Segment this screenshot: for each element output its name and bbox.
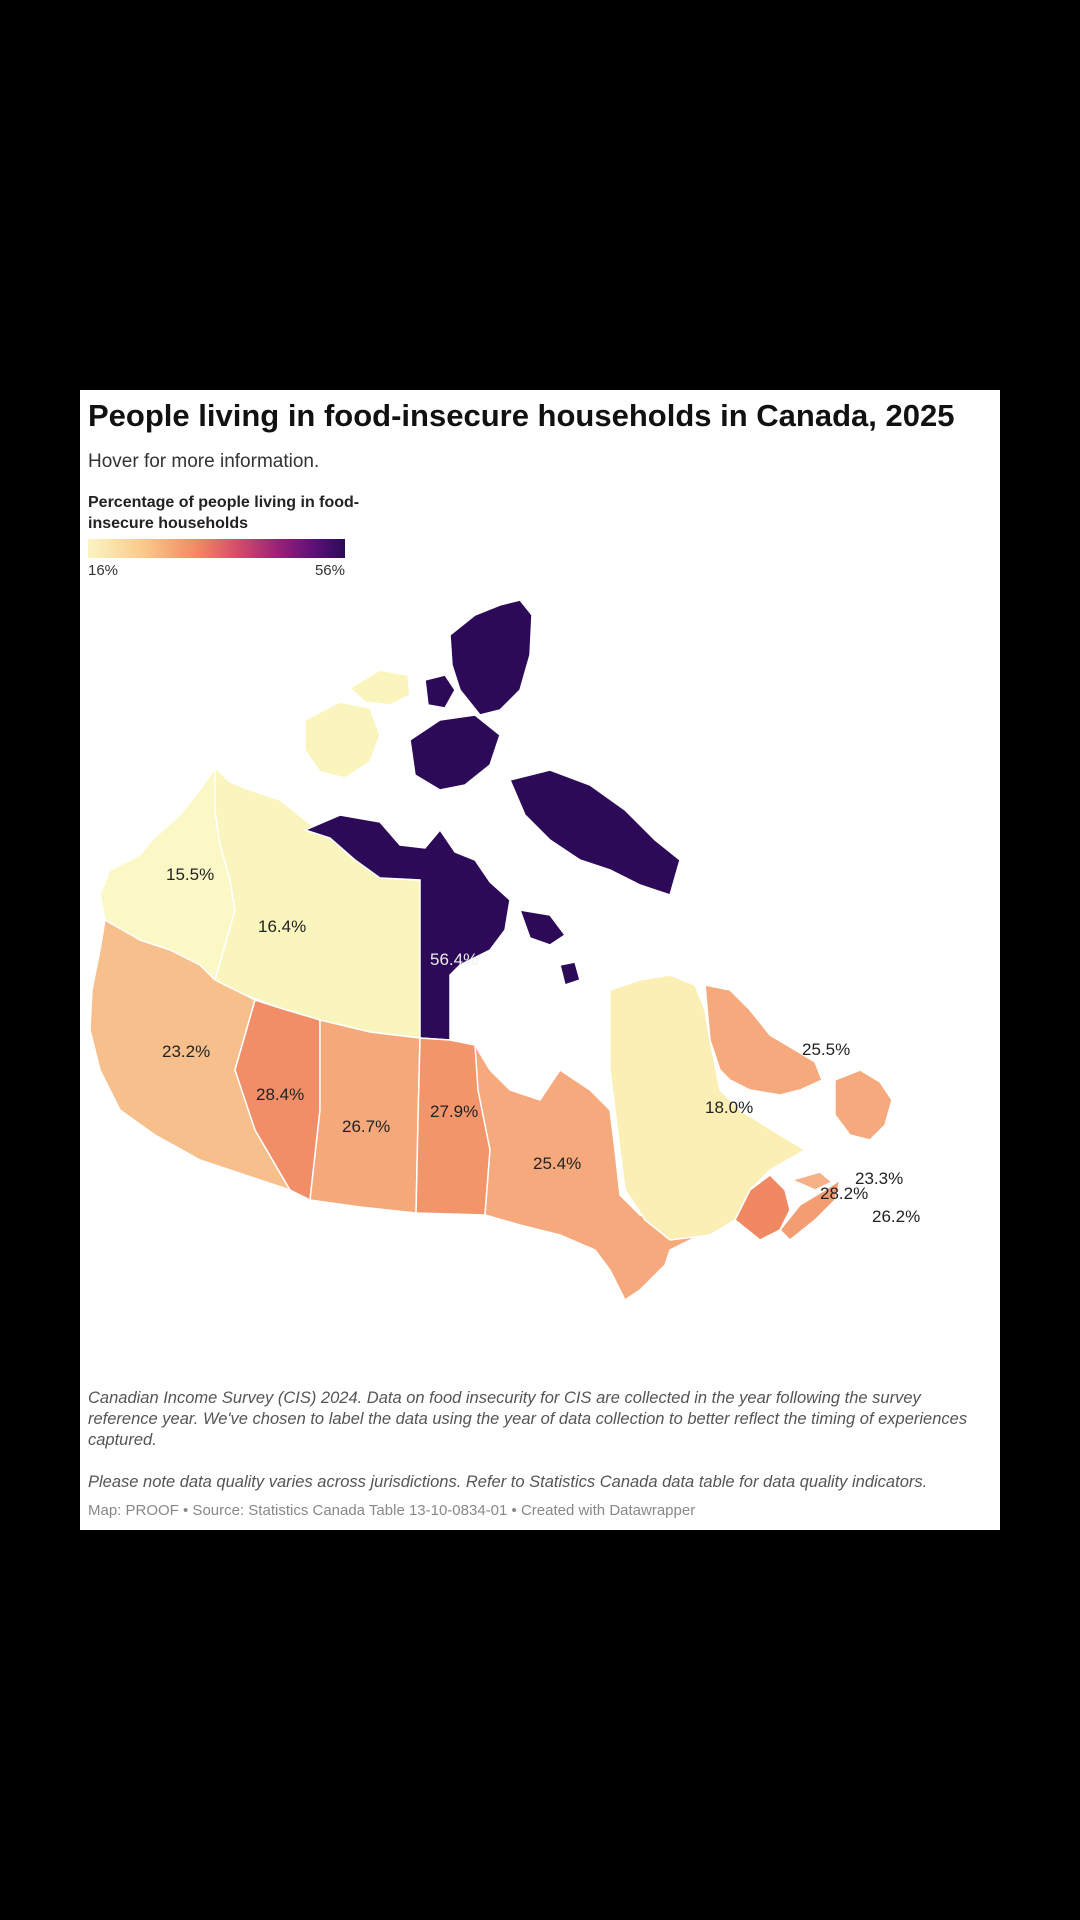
label-saskatchewan: 26.7% (342, 1117, 390, 1136)
map-card: People living in food-insecure household… (80, 390, 1000, 1530)
data-quality-note: Please note data quality varies across j… (88, 1473, 928, 1491)
source-note: Canadian Income Survey (CIS) 2024. Data … (88, 1389, 968, 1449)
map-title: People living in food-insecure household… (88, 398, 955, 433)
legend-color-scale (88, 539, 345, 558)
legend-max-label: 56% (314, 562, 345, 579)
label-prince-edward-island: 23.3% (855, 1169, 903, 1188)
label-new-brunswick: 28.2% (820, 1184, 868, 1203)
label-british-columbia: 23.2% (162, 1042, 210, 1061)
credit-line: Map: PROOF • Source: Statistics Canada T… (88, 1502, 696, 1519)
region-prince-edward-island[interactable] (789, 1171, 834, 1191)
region-northwest-territories-islands[interactable] (304, 701, 381, 779)
label-manitoba: 27.9% (430, 1102, 478, 1121)
region-nunavut-islands[interactable] (409, 714, 501, 791)
region-nunavut-islands[interactable] (518, 909, 567, 946)
region-nova-scotia[interactable] (778, 1178, 842, 1242)
label-nova-scotia: 26.2% (872, 1207, 920, 1226)
legend-min-label: 16% (88, 562, 119, 579)
label-alberta: 28.4% (256, 1085, 304, 1104)
label-newfoundland-labrador: 25.5% (802, 1040, 850, 1059)
region-northwest-territories-islands[interactable] (348, 669, 411, 706)
canada-choropleth-map: 15.5% 16.4% 56.4% 23.2% 28.4% 26.7% 27.9… (89, 599, 920, 1302)
label-quebec: 18.0% (705, 1098, 753, 1117)
label-nunavut: 56.4% (430, 950, 478, 969)
legend-title: Percentage of people living in food-inse… (88, 494, 360, 532)
label-ontario: 25.4% (533, 1154, 581, 1173)
region-nunavut-islands[interactable] (508, 769, 681, 896)
region-newfoundland-labrador[interactable] (704, 984, 823, 1096)
region-nunavut-islands[interactable] (424, 674, 456, 709)
label-yukon: 15.5% (166, 865, 214, 884)
map-subtitle: Hover for more information. (88, 451, 320, 472)
region-ontario[interactable] (474, 1044, 702, 1302)
region-nunavut[interactable] (302, 814, 511, 1041)
region-nunavut-islands[interactable] (559, 961, 581, 986)
region-nunavut-islands[interactable] (449, 599, 533, 716)
label-northwest-territories: 16.4% (258, 917, 306, 936)
region-quebec[interactable] (609, 974, 807, 1241)
region-newfoundland-island[interactable] (834, 1069, 893, 1141)
region-new-brunswick[interactable] (734, 1174, 791, 1241)
